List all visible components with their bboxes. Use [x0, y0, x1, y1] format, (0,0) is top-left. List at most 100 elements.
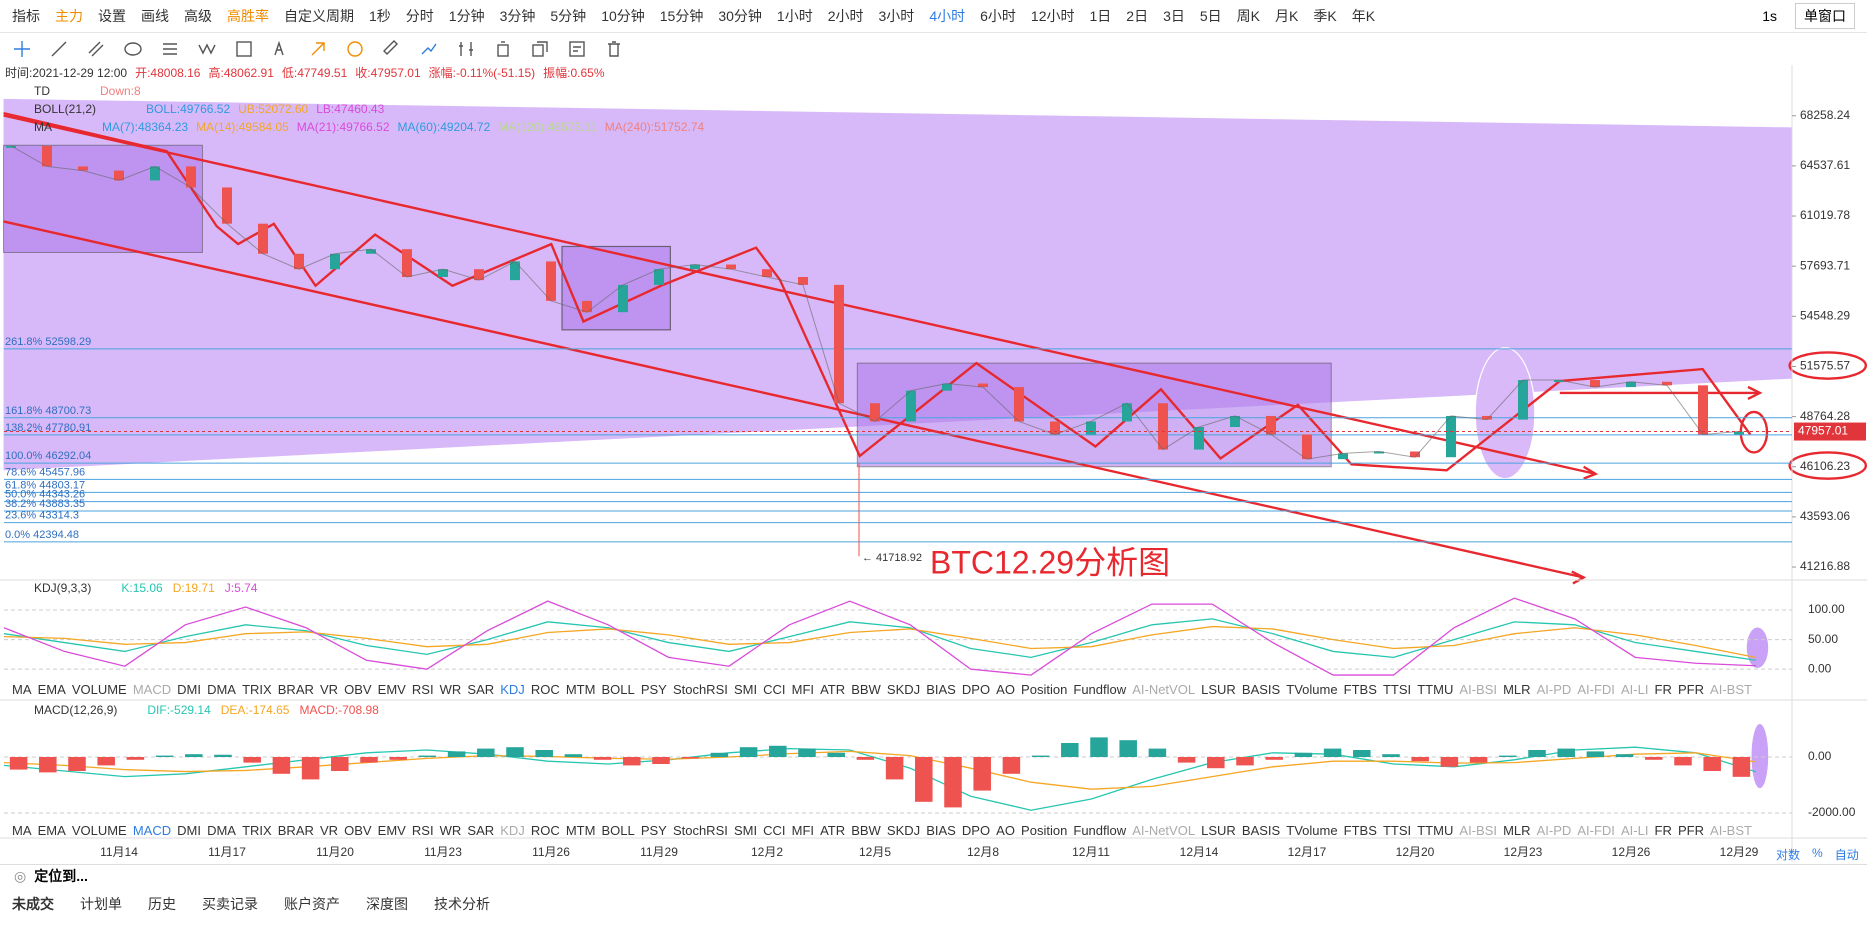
indicator-tab[interactable]: ROC — [530, 682, 560, 697]
bottom-tab[interactable]: 历史 — [148, 896, 176, 912]
indicator-tab[interactable]: LSUR — [1201, 682, 1236, 697]
period-button[interactable]: 5日 — [1199, 8, 1222, 24]
indicator-tab[interactable]: BOLL — [601, 823, 635, 838]
indicator-tab[interactable]: FR — [1654, 823, 1672, 838]
indicator-tab[interactable]: BRAR — [277, 823, 314, 838]
indicator-tab[interactable]: SMI — [733, 823, 758, 838]
draw-tool[interactable] — [345, 39, 365, 59]
period-button[interactable]: 年K — [1351, 8, 1376, 24]
indicator-tab[interactable]: TTSI — [1382, 682, 1412, 697]
indicator-tab[interactable]: BBW — [851, 682, 881, 697]
toolbar-item[interactable]: 指标 — [12, 8, 40, 24]
period-button[interactable]: 3小时 — [878, 8, 915, 24]
indicator-tab[interactable]: PFR — [1677, 682, 1704, 697]
indicator-tab[interactable]: SKDJ — [886, 682, 921, 697]
bottom-tab[interactable]: 账户资产 — [284, 896, 340, 912]
indicator-tab[interactable]: BBW — [851, 823, 881, 838]
indicator-tab[interactable]: BRAR — [277, 682, 314, 697]
toolbar-item[interactable]: 设置 — [98, 8, 126, 24]
indicator-tab[interactable]: WR — [439, 682, 462, 697]
indicator-tab[interactable]: FTBS — [1343, 682, 1377, 697]
axis-option[interactable]: % — [1812, 846, 1823, 860]
indicator-tab[interactable]: AO — [996, 823, 1015, 838]
indicator-tab[interactable]: AI-BST — [1710, 823, 1752, 838]
draw-tool[interactable] — [456, 39, 476, 59]
indicator-tab[interactable]: SAR — [467, 682, 495, 697]
indicator-tab[interactable]: BOLL — [601, 682, 635, 697]
bottom-tab[interactable]: 未成交 — [12, 896, 54, 912]
period-button[interactable]: 周K — [1236, 8, 1261, 24]
indicator-tab[interactable]: AI-PD — [1536, 682, 1572, 697]
draw-tool[interactable] — [419, 39, 439, 59]
bottom-tab[interactable]: 计划单 — [80, 896, 122, 912]
indicator-tab[interactable]: DMA — [207, 682, 236, 697]
period-button[interactable]: 1分钟 — [448, 8, 485, 24]
indicator-tab[interactable]: ROC — [530, 823, 560, 838]
indicator-tab[interactable]: VOLUME — [71, 682, 127, 697]
locate-button[interactable]: 定位到... — [34, 868, 88, 884]
indicator-tab[interactable]: FTBS — [1343, 823, 1377, 838]
indicator-tab[interactable]: DMA — [207, 823, 236, 838]
period-button[interactable]: 15分钟 — [659, 8, 704, 24]
period-button[interactable]: 4小时 — [929, 8, 966, 24]
indicator-tab[interactable]: MTM — [565, 682, 596, 697]
indicator-tab[interactable]: Position — [1021, 682, 1068, 697]
indicator-tab[interactable]: SMI — [733, 682, 758, 697]
period-button[interactable]: 1日 — [1089, 8, 1112, 24]
indicator-tab[interactable]: KDJ — [500, 682, 525, 697]
indicator-tab[interactable]: EMV — [377, 682, 406, 697]
indicator-tab[interactable]: FR — [1654, 682, 1672, 697]
indicator-tab[interactable]: TRIX — [242, 682, 272, 697]
indicator-tab[interactable]: BIAS — [926, 823, 956, 838]
indicator-tab[interactable]: TTMU — [1417, 682, 1454, 697]
indicator-tab[interactable]: StochRSI — [672, 823, 728, 838]
axis-option[interactable]: 自动 — [1834, 848, 1859, 862]
indicator-tab[interactable]: LSUR — [1201, 823, 1236, 838]
indicator-tab[interactable]: AO — [996, 682, 1015, 697]
toolbar-item[interactable]: 高胜率 — [227, 8, 269, 24]
indicator-tab[interactable]: AI-FDI — [1577, 682, 1615, 697]
toolbar-item[interactable]: 自定义周期 — [284, 8, 354, 24]
period-button[interactable]: 30分钟 — [718, 8, 762, 24]
indicator-tab[interactable]: MFI — [791, 823, 814, 838]
draw-tool[interactable] — [271, 39, 291, 59]
indicator-tab[interactable]: Fundflow — [1073, 682, 1127, 697]
draw-tool[interactable] — [308, 39, 328, 59]
bottom-tab[interactable]: 技术分析 — [434, 896, 490, 912]
indicator-tab[interactable]: RSI — [411, 823, 434, 838]
indicator-tab[interactable]: MLR — [1503, 682, 1531, 697]
indicator-tab[interactable]: TRIX — [242, 823, 272, 838]
draw-tool[interactable] — [604, 39, 624, 59]
indicator-tab[interactable]: DMI — [177, 682, 202, 697]
indicator-tab[interactable]: SAR — [467, 823, 495, 838]
draw-tool[interactable] — [567, 39, 587, 59]
period-button[interactable]: 6小时 — [980, 8, 1016, 24]
indicator-tab[interactable]: AI-LI — [1621, 823, 1649, 838]
indicator-tab[interactable]: BIAS — [926, 682, 956, 697]
indicator-tab[interactable]: SKDJ — [886, 823, 921, 838]
indicator-tab[interactable]: Position — [1021, 823, 1068, 838]
indicator-tab[interactable]: EMA — [37, 682, 66, 697]
indicator-tab[interactable]: CCI — [763, 823, 786, 838]
indicator-tab[interactable]: CCI — [763, 682, 786, 697]
indicator-tab[interactable]: AI-PD — [1536, 823, 1572, 838]
period-button[interactable]: 季K — [1313, 8, 1337, 24]
draw-tool[interactable] — [49, 39, 69, 59]
axis-option[interactable]: 对数 — [1776, 848, 1801, 862]
indicator-tab[interactable]: AI-LI — [1621, 682, 1649, 697]
toolbar-item[interactable]: 画线 — [141, 8, 169, 24]
period-button[interactable]: 1秒 — [369, 8, 391, 24]
indicator-tab[interactable]: VR — [319, 682, 339, 697]
indicator-tab[interactable]: PSY — [640, 823, 667, 838]
indicator-tab[interactable]: VOLUME — [71, 823, 127, 838]
toolbar-item[interactable]: 单窗口 — [1795, 3, 1855, 29]
indicator-tab[interactable]: MFI — [791, 682, 814, 697]
indicator-tab[interactable]: TVolume — [1286, 682, 1338, 697]
indicator-tab[interactable]: PSY — [640, 682, 667, 697]
indicator-tab[interactable]: EMV — [377, 823, 406, 838]
bottom-tab[interactable]: 买卖记录 — [202, 896, 258, 912]
period-button[interactable]: 月K — [1275, 8, 1299, 24]
draw-tool[interactable] — [12, 39, 32, 59]
draw-tool[interactable] — [493, 39, 513, 59]
period-button[interactable]: 分时 — [405, 8, 434, 24]
